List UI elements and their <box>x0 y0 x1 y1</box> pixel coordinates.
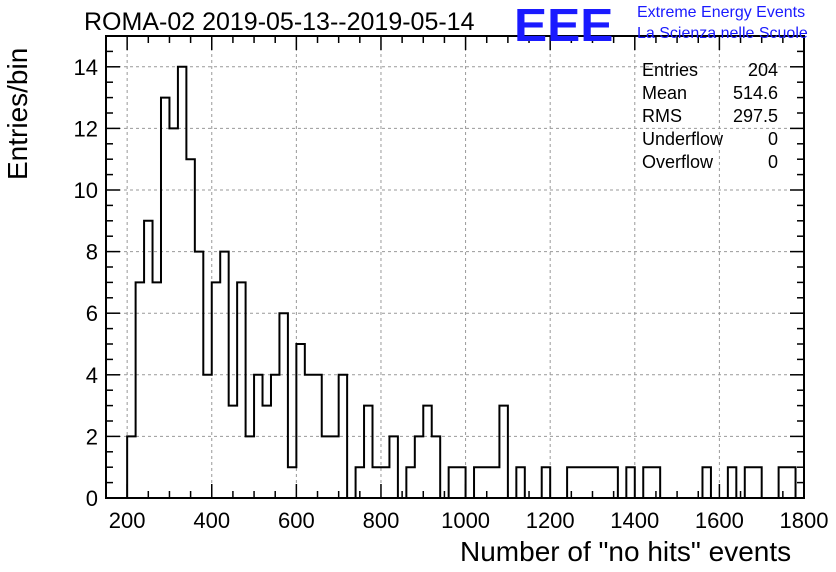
histogram-bar <box>753 467 761 498</box>
histogram-bar <box>516 467 524 498</box>
x-tick-label: 1000 <box>441 508 490 533</box>
y-tick-label: 10 <box>74 178 98 203</box>
stats-label: Overflow <box>642 152 714 172</box>
x-tick-label: 400 <box>193 508 230 533</box>
x-tick-label: 1600 <box>695 508 744 533</box>
histogram-bar <box>576 467 584 498</box>
histogram-bar <box>449 467 457 498</box>
stats-value: 0 <box>767 152 778 172</box>
histogram-bar <box>288 467 296 498</box>
y-tick-label: 4 <box>86 363 98 388</box>
chart-title: ROMA-02 2019-05-13--2019-05-14 <box>84 8 475 36</box>
histogram-bar <box>127 436 135 498</box>
histogram-bar <box>474 467 482 498</box>
stats-value: 514.6 <box>732 83 778 103</box>
histogram-bar <box>263 406 271 498</box>
histogram-bar <box>330 436 338 498</box>
y-axis-label: Entries/bin <box>2 47 33 180</box>
histogram-bar <box>364 406 372 498</box>
y-tick-label: 12 <box>74 116 98 141</box>
histogram-bar <box>186 159 194 498</box>
histogram-bar <box>406 467 414 498</box>
x-tick-label: 600 <box>278 508 315 533</box>
histogram-bar <box>389 436 397 498</box>
histogram-bar <box>237 282 245 498</box>
stats-label: RMS <box>642 106 682 126</box>
histogram-bar <box>136 282 144 498</box>
histogram-bar <box>592 467 600 498</box>
logo-subtitle-1: Extreme Energy Events <box>637 4 806 21</box>
histogram-bar <box>423 406 431 498</box>
histogram-bar <box>229 406 237 498</box>
axis-ticks <box>105 35 805 499</box>
stats-value: 297.5 <box>732 106 778 126</box>
histogram-bar <box>728 467 736 498</box>
histogram-bar <box>584 467 592 498</box>
stats-value: 0 <box>767 129 778 149</box>
histogram-bar <box>381 467 389 498</box>
stats-label: Mean <box>642 83 688 103</box>
x-tick-label: 200 <box>109 508 146 533</box>
x-tick-label: 1800 <box>780 508 829 533</box>
histogram-bar <box>415 436 423 498</box>
x-axis-label: Number of "no hits" events <box>460 536 792 567</box>
stats-row-entries: Entries 204 <box>642 59 778 82</box>
histogram-bar <box>322 436 330 498</box>
x-tick-labels: 200 400 600 800 1000 1200 1400 1600 1800 <box>109 508 829 533</box>
grid <box>106 36 804 498</box>
histogram-bar <box>178 67 186 498</box>
histogram-bar <box>626 467 634 498</box>
histogram-bar <box>246 436 254 498</box>
y-tick-label: 2 <box>86 424 98 449</box>
histogram-bar <box>432 436 440 498</box>
histogram-bar <box>153 282 161 498</box>
y-tick-label: 0 <box>86 486 98 511</box>
histogram-bar <box>702 467 710 498</box>
stats-label: Entries <box>642 60 699 80</box>
histogram-bar <box>787 467 795 498</box>
histogram-bar <box>373 467 381 498</box>
y-tick-label: 6 <box>86 301 98 326</box>
histogram-bar <box>161 98 169 498</box>
y-tick-label: 14 <box>74 55 98 80</box>
stats-row-rms: RMS 297.5 <box>642 105 778 128</box>
stats-row-overflow: Overflow 0 <box>642 151 778 174</box>
histogram-bar <box>212 282 220 498</box>
y-tick-labels: 0 2 4 6 8 10 12 14 <box>74 55 98 511</box>
histogram-bar <box>499 406 507 498</box>
y-tick-label: 8 <box>86 240 98 265</box>
histogram-bar <box>542 467 550 498</box>
histogram-bar <box>745 467 753 498</box>
histogram-bar <box>144 221 152 498</box>
histogram-bar <box>643 467 651 498</box>
histogram-bar <box>491 467 499 498</box>
x-tick-label: 1400 <box>610 508 659 533</box>
stats-label: Underflow <box>642 129 724 149</box>
x-tick-label: 1200 <box>526 508 575 533</box>
logo-subtitle-2: La Scienza nelle Scuole <box>637 25 808 42</box>
stats-value: 204 <box>747 60 778 80</box>
stats-row-mean: Mean 514.6 <box>642 82 778 105</box>
x-tick-label: 800 <box>363 508 400 533</box>
histogram-bar <box>279 313 287 498</box>
histogram-bar <box>457 467 465 498</box>
eee-logo: EEE <box>514 0 614 51</box>
histogram-bar <box>296 344 304 498</box>
histogram-bar <box>601 467 609 498</box>
stats-box: Entries 204 Mean 514.6 RMS 297.5 Underfl… <box>642 59 778 174</box>
stats-row-underflow: Underflow 0 <box>642 128 778 151</box>
